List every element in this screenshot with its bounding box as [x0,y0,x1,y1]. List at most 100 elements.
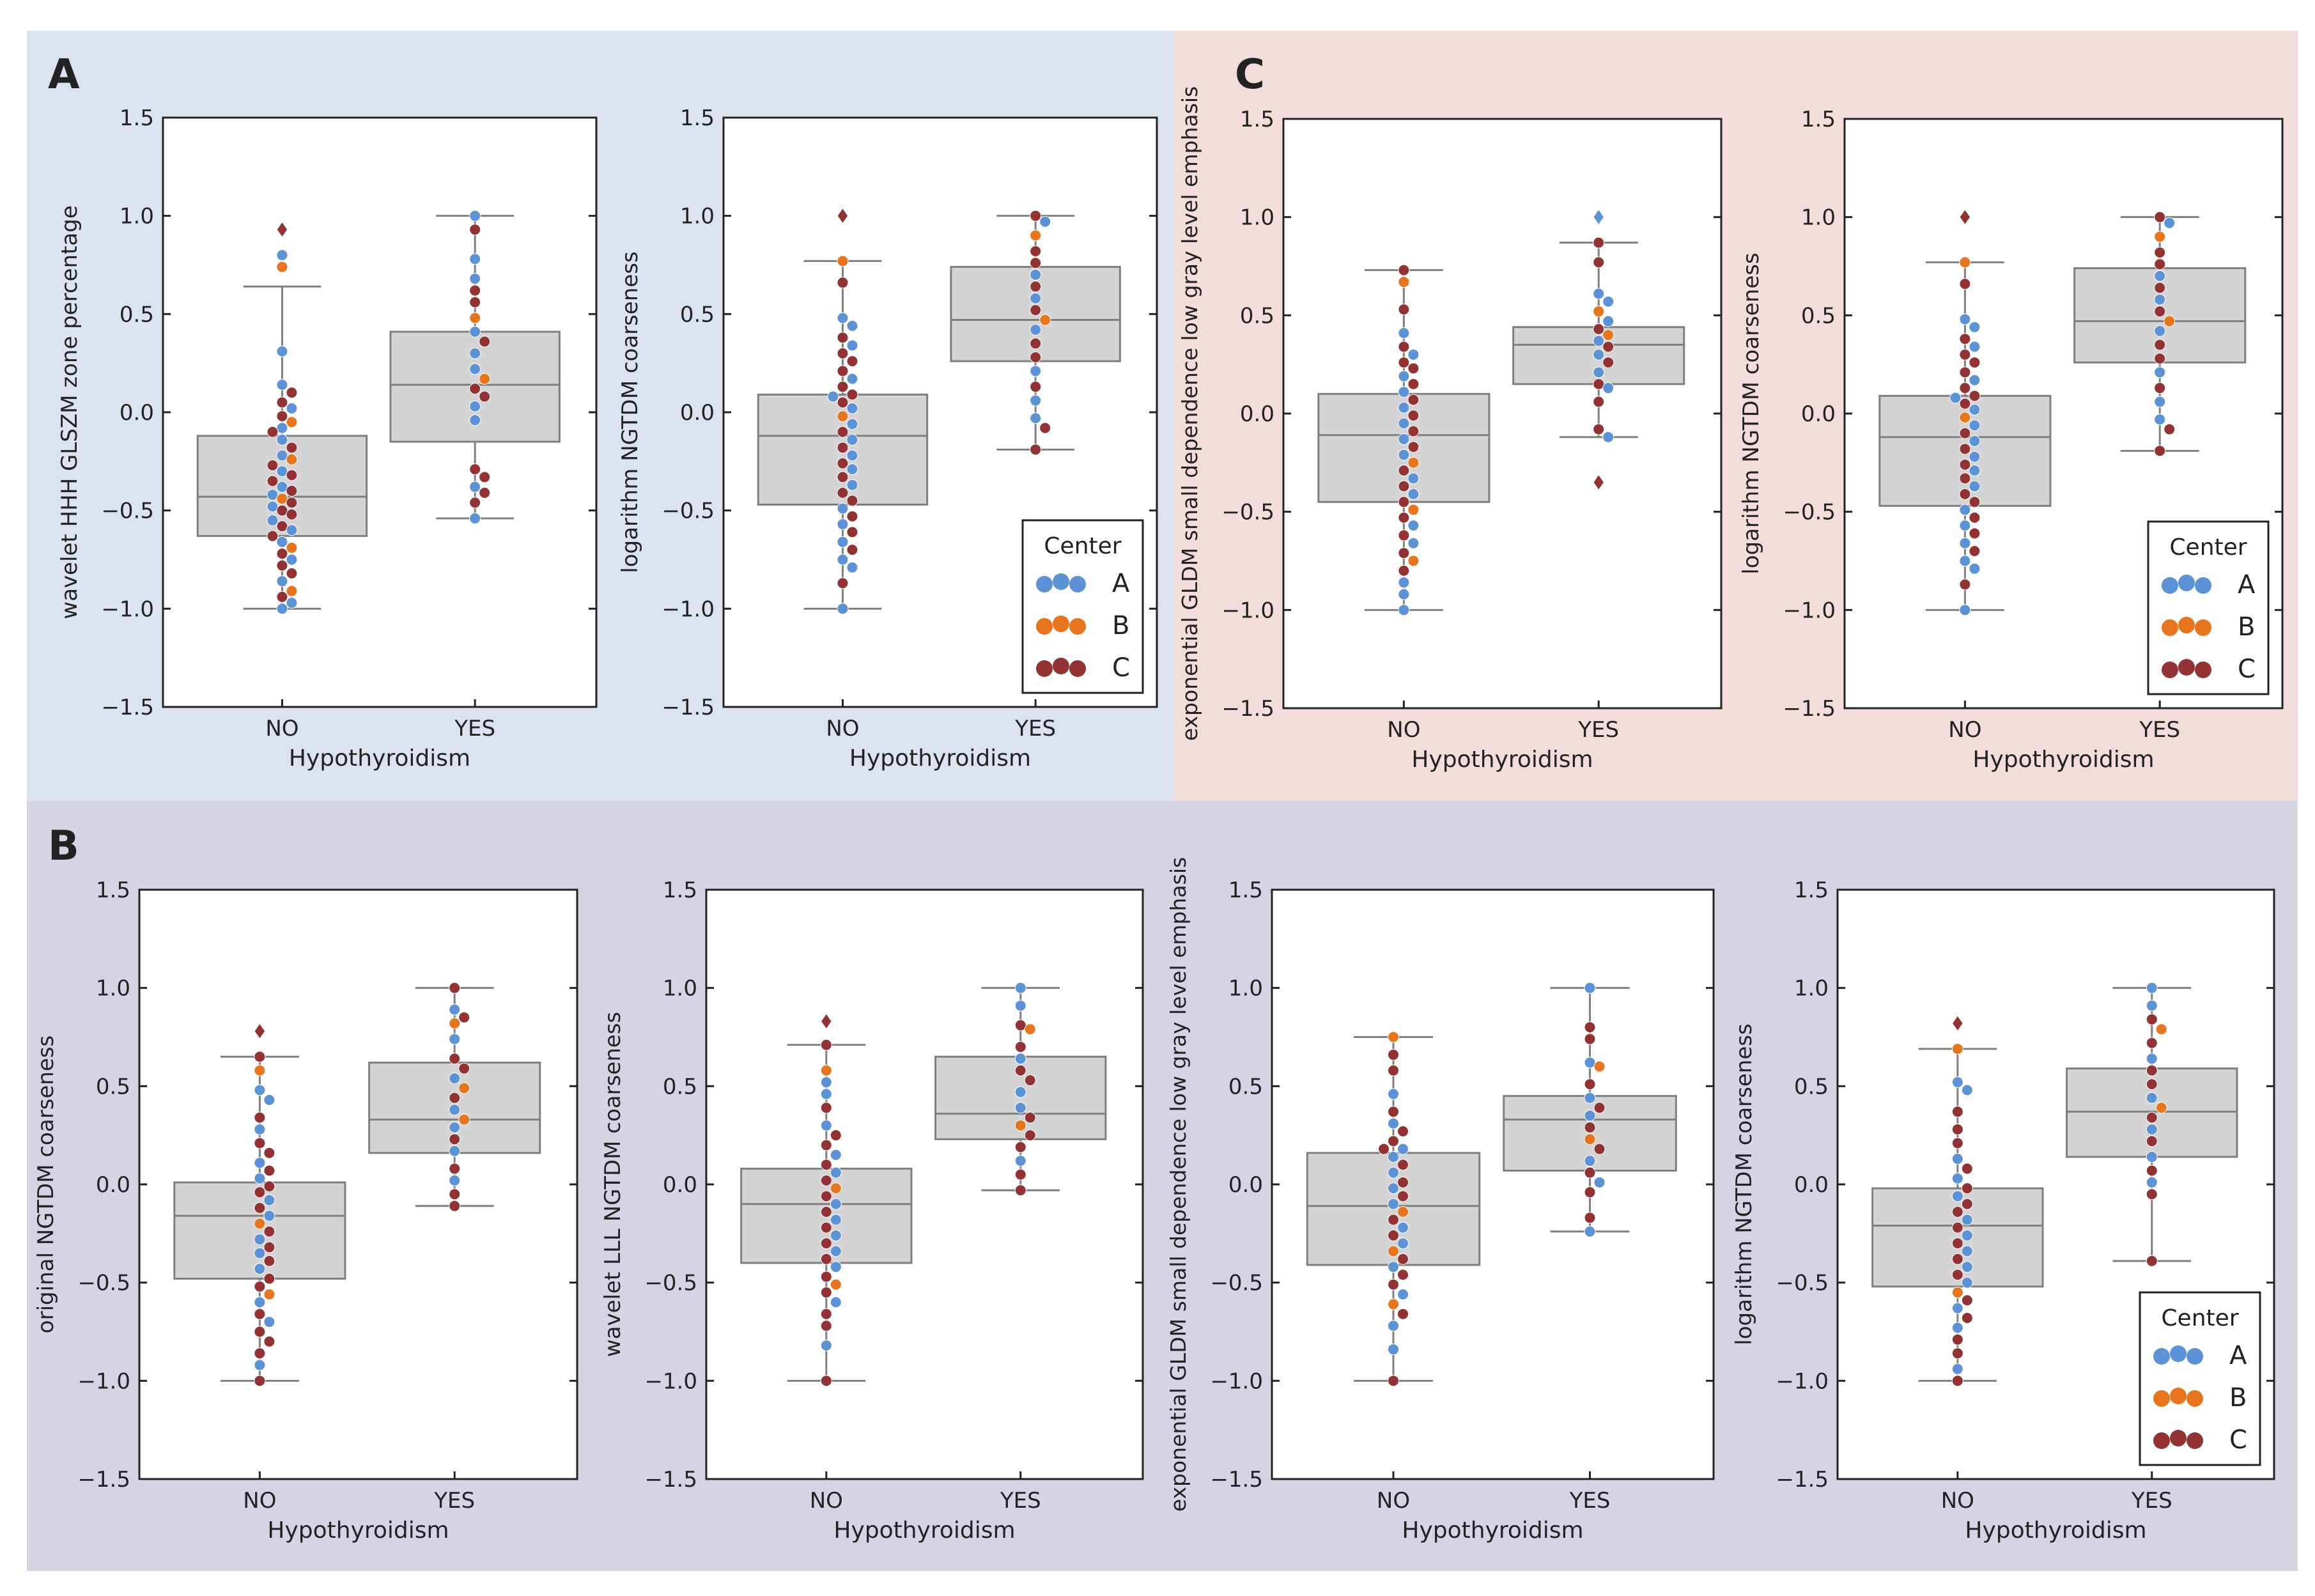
data-point-no [1398,386,1410,398]
data-point-no [276,493,288,505]
outlier-marker [1953,1016,1963,1030]
data-point-no [1951,1287,1963,1299]
data-point-no [820,1064,832,1076]
y-tick-label: 1.0 [1228,976,1263,1002]
legend-swatch [2153,1390,2170,1407]
data-point-no [286,453,298,465]
data-point-no [1961,1261,1973,1273]
data-point-no [254,1296,266,1308]
data-point-no [830,1296,842,1308]
data-point-yes [1030,292,1042,304]
data-point-yes [1593,1176,1606,1188]
y-tick-label: −1.0 [662,596,715,622]
data-point-no [820,1174,832,1186]
data-point-yes [469,512,481,524]
data-point-no [846,373,858,385]
data-point-yes [1024,1112,1036,1124]
legend-swatch [2153,1348,2170,1365]
data-point-no [1961,1163,1973,1175]
data-point-no [1951,1322,1963,1334]
data-point-yes [469,481,481,493]
data-point-no [263,1316,275,1328]
data-point-yes [2155,1023,2167,1035]
data-point-no [820,1088,832,1100]
data-point-no [254,1186,266,1198]
y-tick-label: −1.0 [77,1368,130,1394]
legend-label: B [1112,611,1129,640]
y-tick-label: 1.0 [680,204,715,229]
data-point-yes [2146,1123,2158,1135]
data-point-no [276,378,288,391]
data-point-no [1398,604,1410,616]
data-point-no [286,497,298,509]
data-point-no [837,312,849,324]
data-point-yes [1593,396,1605,408]
legend-swatch [2170,1430,2187,1446]
data-point-no [1969,480,1981,492]
data-point-yes [1039,422,1051,434]
data-point-yes [479,487,491,499]
data-point-no [846,434,858,446]
data-point-no [846,355,858,368]
data-point-yes [2154,352,2166,364]
data-point-yes [2146,1064,2158,1076]
y-tick-label: −1.5 [662,695,715,720]
data-point-no [837,332,849,344]
data-point-no [1388,1320,1400,1332]
data-point-no [846,389,858,401]
y-tick-label: −1.0 [1776,1368,1829,1394]
chart-a1: 1.5 1.0 0.5 0.0 −0.5 −1.0 −1.5 NO YES Hypothyroid… [57,105,598,771]
data-point-yes [1014,982,1026,994]
data-point-yes [1593,1060,1606,1073]
data-point-yes [1602,357,1614,369]
data-point-yes [2154,366,2166,378]
data-point-no [1397,1143,1409,1155]
legend-label: C [1112,653,1130,683]
data-point-yes [1593,335,1605,347]
data-point-no [1398,529,1410,541]
data-point-no [1398,304,1410,316]
data-point-no [254,1247,266,1259]
data-point-yes [2146,1092,2158,1104]
data-point-yes [1039,314,1051,326]
data-point-no [1961,1229,1973,1241]
data-point-yes [1014,1155,1026,1167]
legend-swatch [2162,662,2178,678]
data-point-no [254,1123,266,1135]
data-point-yes [1593,323,1605,335]
data-point-no [837,554,849,566]
data-point-yes [1030,229,1042,242]
data-point-yes [1030,257,1042,269]
data-point-no [267,500,279,513]
y-tick-label: 1.5 [1228,878,1263,903]
data-point-yes [1593,256,1605,268]
data-point-yes [2146,1037,2158,1049]
data-point-no [276,504,288,516]
y-tick-label: 1.0 [1801,205,1836,231]
data-point-no [820,1287,832,1299]
data-point-yes [1030,365,1042,377]
data-point-no [1407,488,1420,500]
x-axis-label: Hypothyroidism [833,1517,1015,1544]
data-point-yes [1584,1021,1596,1034]
data-point-no [1398,370,1410,382]
data-point-yes [2154,211,2166,223]
data-point-no [263,1289,275,1301]
data-point-yes [1039,215,1051,228]
data-point-no [276,434,288,446]
data-point-no [254,1051,266,1063]
data-point-no [1388,1088,1400,1100]
legend-label: A [1112,569,1130,598]
data-point-yes [1014,1053,1026,1065]
data-point-yes [469,414,481,426]
data-point-yes [469,463,481,476]
data-point-no [1959,256,1971,268]
data-point-yes [2154,396,2166,408]
outlier-marker [821,1014,832,1028]
x-tick-label: NO [1941,1488,1974,1514]
data-point-yes [449,1017,461,1029]
data-point-no [1959,458,1971,470]
data-point-no [1951,1137,1963,1149]
data-point-yes [1024,1023,1036,1035]
data-point-yes [1584,1166,1596,1179]
